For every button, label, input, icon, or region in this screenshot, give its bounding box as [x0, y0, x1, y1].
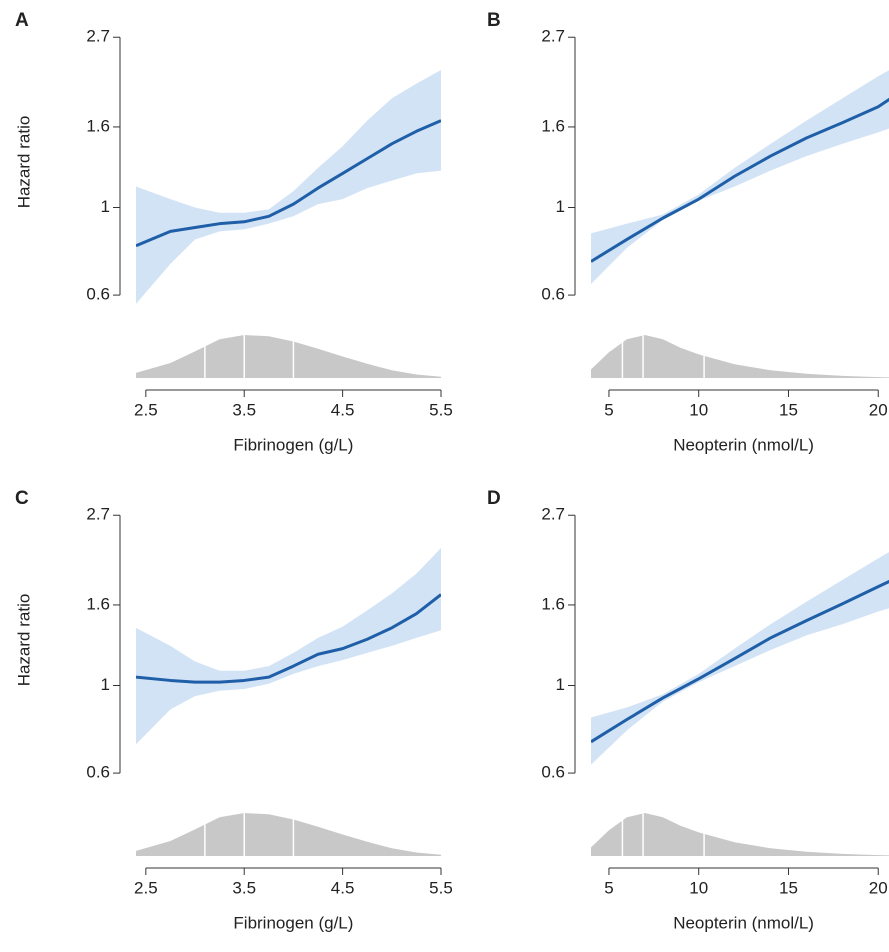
y-axis-label: Hazard ratio	[14, 594, 33, 687]
panel: C Hazard ratio Fibrinogen (g/L) 0.6 1 1.6 2.7 2…	[14, 488, 452, 932]
y-tick-label: 2.7	[541, 27, 565, 46]
x-tick-label: 4.5	[331, 400, 355, 419]
density	[136, 813, 441, 856]
x-tick-label: 15	[779, 400, 798, 419]
y-tick-label: 2.7	[86, 505, 110, 524]
x-tick-label: 2.5	[134, 878, 158, 897]
x-axis-label: Fibrinogen (g/L)	[233, 435, 353, 454]
panel-letter: C	[15, 488, 29, 509]
x-tick-label: 15	[779, 878, 798, 897]
confidence-band	[591, 552, 889, 765]
y-tick-label: 1.6	[86, 594, 110, 613]
x-axis-label: Neopterin (nmol/L)	[673, 913, 814, 932]
y-tick-label: 2.7	[541, 505, 565, 524]
confidence-band	[591, 70, 889, 285]
panel-letter: D	[487, 488, 501, 509]
plot-area	[136, 548, 441, 745]
x-tick-label: 3.5	[232, 400, 256, 419]
x-tick-label: 20	[869, 878, 888, 897]
x-tick-label: 3.5	[232, 878, 256, 897]
x-tick-label: 20	[869, 400, 888, 419]
panel: B Neopterin (nmol/L) 0.6 1 1.6 2.7 5 10 15 20	[487, 10, 889, 454]
y-axis-label: Hazard ratio	[14, 116, 33, 209]
hazard-line	[136, 593, 441, 684]
density-area	[591, 808, 889, 856]
confidence-band	[136, 70, 441, 304]
panel-letter: A	[15, 10, 29, 31]
density	[136, 335, 441, 378]
density-area	[136, 808, 441, 856]
confidence-band	[136, 548, 441, 745]
x-axis-label: Fibrinogen (g/L)	[233, 913, 353, 932]
density-area	[591, 330, 889, 378]
y-tick-label: 1.6	[86, 116, 110, 135]
panel: D Neopterin (nmol/L) 0.6 1 1.6 2.7 5 10 15 20	[487, 488, 889, 932]
hazard-line	[591, 579, 889, 744]
y-tick-label: 0.6	[86, 285, 110, 304]
density	[591, 335, 889, 378]
hazard-line	[591, 97, 889, 263]
y-tick-label: 0.6	[541, 763, 565, 782]
density-area	[136, 330, 441, 378]
x-tick-label: 5	[604, 878, 613, 897]
panel-letter: B	[487, 10, 501, 31]
y-tick-label: 0.6	[86, 763, 110, 782]
y-tick-label: 1.6	[541, 594, 565, 613]
x-tick-label: 10	[689, 878, 708, 897]
y-tick-label: 1	[556, 675, 565, 694]
plot-area	[591, 552, 889, 765]
y-tick-label: 2.7	[86, 27, 110, 46]
x-axis-label: Neopterin (nmol/L)	[673, 435, 814, 454]
y-tick-label: 0.6	[541, 285, 565, 304]
x-tick-label: 5	[604, 400, 613, 419]
x-tick-label: 2.5	[134, 400, 158, 419]
density	[591, 813, 889, 856]
plot-area	[136, 70, 441, 304]
hazard-line	[136, 119, 441, 248]
y-tick-label: 1	[101, 197, 110, 216]
x-tick-label: 4.5	[331, 878, 355, 897]
panel: A Hazard ratio Fibrinogen (g/L) 0.6 1 1.6 2.7 2…	[14, 10, 452, 454]
y-tick-label: 1	[101, 675, 110, 694]
plot-area	[591, 70, 889, 285]
y-tick-label: 1	[556, 197, 565, 216]
x-tick-label: 10	[689, 400, 708, 419]
x-tick-label: 5.5	[429, 878, 453, 897]
x-tick-label: 5.5	[429, 400, 453, 419]
y-tick-label: 1.6	[541, 116, 565, 135]
